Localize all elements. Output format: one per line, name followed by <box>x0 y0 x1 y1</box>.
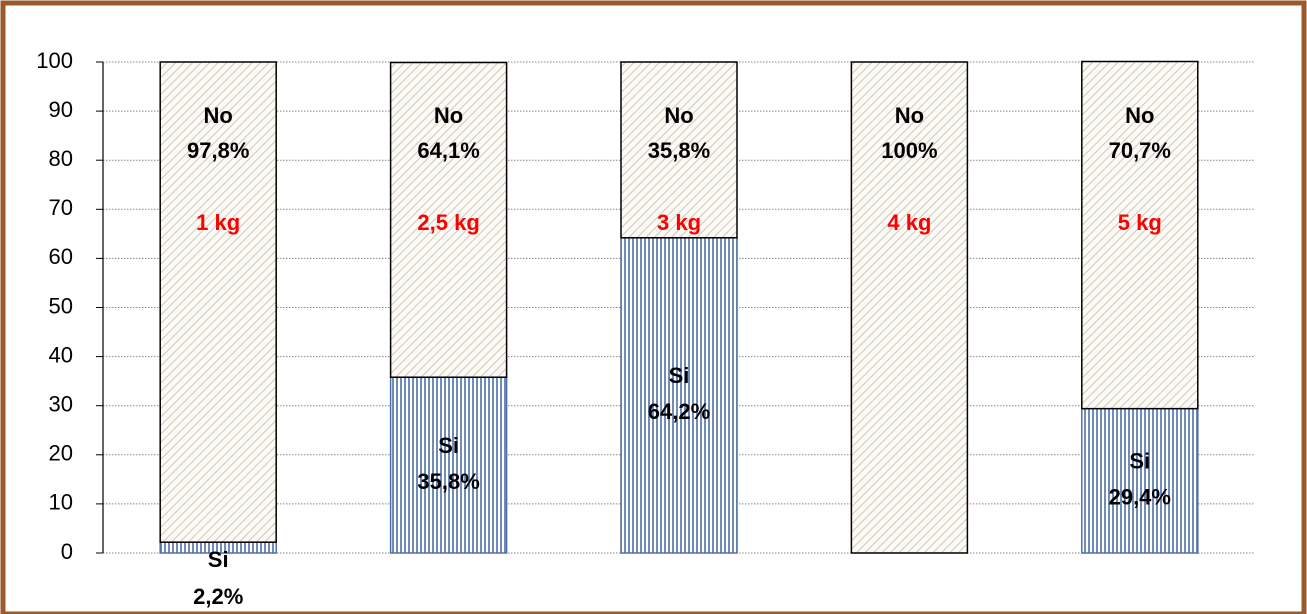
category-label: 4 kg <box>887 210 931 235</box>
bar-segment <box>620 61 738 239</box>
y-tick-label: 40 <box>49 342 73 367</box>
value-label: 100% <box>881 138 937 163</box>
value-label: 35,8% <box>417 469 479 494</box>
bar-segment <box>620 237 738 554</box>
value-label: 64,2% <box>648 399 710 424</box>
segment-name: Si <box>208 547 229 572</box>
y-tick-label: 30 <box>49 392 73 417</box>
y-tick-label: 80 <box>49 146 73 171</box>
category-label: 3 kg <box>657 210 701 235</box>
segment-name: No <box>204 103 233 128</box>
value-label: 29,4% <box>1109 485 1171 510</box>
y-tick-label: 100 <box>36 48 73 73</box>
bar-segment <box>850 61 969 554</box>
bar-segment <box>389 376 508 554</box>
segment-name: Si <box>1129 449 1150 474</box>
value-label: 70,7% <box>1109 138 1171 163</box>
segment-name: No <box>434 103 463 128</box>
value-label: 97,8% <box>187 138 249 163</box>
bar-segment <box>1081 60 1199 410</box>
y-tick-label: 20 <box>49 441 73 466</box>
y-tick-label: 90 <box>49 97 73 122</box>
y-tick-label: 10 <box>49 490 73 515</box>
y-tick-label: 0 <box>61 539 73 564</box>
value-label: 35,8% <box>648 138 710 163</box>
value-label: 2,2% <box>193 584 243 609</box>
category-label: 5 kg <box>1118 210 1162 235</box>
category-label: 2,5 kg <box>417 210 479 235</box>
bar-segment <box>1081 407 1199 554</box>
value-label: 64,1% <box>417 138 479 163</box>
bar-segment <box>159 61 277 543</box>
segment-name: No <box>664 103 693 128</box>
segment-name: Si <box>669 363 690 388</box>
bar-segment <box>389 61 508 378</box>
category-label: 1 kg <box>196 210 240 235</box>
segment-name: Si <box>438 433 459 458</box>
y-tick-label: 50 <box>49 293 73 318</box>
segment-name: No <box>895 103 924 128</box>
y-tick-label: 70 <box>49 195 73 220</box>
y-tick-label: 60 <box>49 244 73 269</box>
segment-name: No <box>1125 103 1154 128</box>
